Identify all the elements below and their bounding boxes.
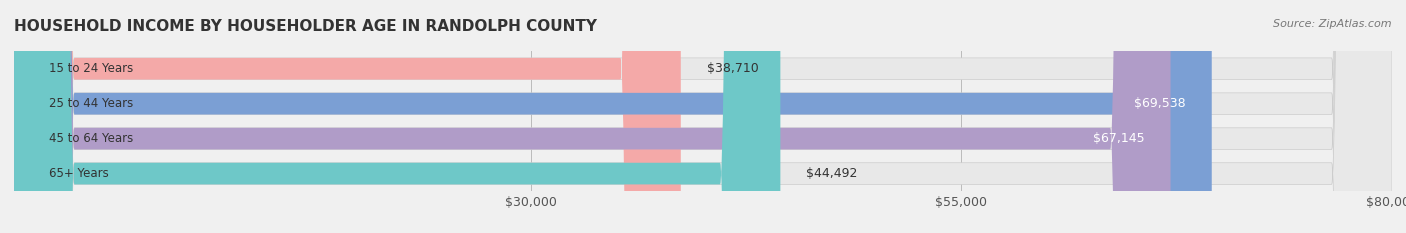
Text: $44,492: $44,492 xyxy=(806,167,858,180)
FancyBboxPatch shape xyxy=(14,0,1392,233)
Text: Source: ZipAtlas.com: Source: ZipAtlas.com xyxy=(1274,19,1392,29)
Text: HOUSEHOLD INCOME BY HOUSEHOLDER AGE IN RANDOLPH COUNTY: HOUSEHOLD INCOME BY HOUSEHOLDER AGE IN R… xyxy=(14,19,598,34)
FancyBboxPatch shape xyxy=(14,0,1171,233)
FancyBboxPatch shape xyxy=(14,0,1392,233)
FancyBboxPatch shape xyxy=(14,0,1212,233)
Text: 15 to 24 Years: 15 to 24 Years xyxy=(48,62,132,75)
Text: 25 to 44 Years: 25 to 44 Years xyxy=(48,97,132,110)
Text: $67,145: $67,145 xyxy=(1092,132,1144,145)
FancyBboxPatch shape xyxy=(14,0,681,233)
FancyBboxPatch shape xyxy=(14,0,780,233)
Text: $38,710: $38,710 xyxy=(707,62,758,75)
FancyBboxPatch shape xyxy=(14,0,1392,233)
Text: 65+ Years: 65+ Years xyxy=(48,167,108,180)
Text: $69,538: $69,538 xyxy=(1135,97,1185,110)
FancyBboxPatch shape xyxy=(14,0,1392,233)
Text: 45 to 64 Years: 45 to 64 Years xyxy=(48,132,132,145)
